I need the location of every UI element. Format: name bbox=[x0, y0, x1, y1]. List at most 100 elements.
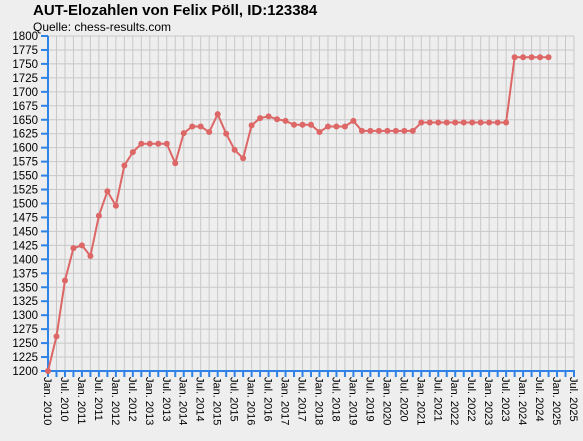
data-point bbox=[503, 119, 510, 126]
x-tick-label: Jul. 2017 bbox=[296, 377, 308, 422]
data-point bbox=[392, 127, 399, 134]
data-point bbox=[180, 130, 187, 137]
x-tick-label: Jul. 2012 bbox=[126, 377, 138, 422]
x-tick-label: Jul. 2023 bbox=[499, 377, 511, 422]
y-tick-label: 1250 bbox=[12, 338, 38, 350]
data-point bbox=[520, 54, 527, 61]
x-tick-label: Jan. 2024 bbox=[516, 377, 528, 425]
data-point bbox=[189, 123, 196, 130]
data-point bbox=[358, 127, 365, 134]
y-axis-tick-labels: 1200 1225 1250 1275 1300 1325 1350 1375 1400 1425… bbox=[12, 31, 38, 378]
data-point bbox=[53, 333, 60, 340]
x-tick-label: Jul. 2020 bbox=[397, 377, 409, 422]
x-tick-label: Jul. 2014 bbox=[194, 377, 206, 422]
y-tick-label: 1350 bbox=[12, 282, 38, 294]
data-point bbox=[206, 129, 213, 136]
x-tick-label: Jan. 2016 bbox=[245, 377, 257, 425]
x-tick-label: Jul. 2015 bbox=[228, 377, 240, 422]
data-point bbox=[112, 202, 119, 209]
data-point bbox=[341, 123, 348, 130]
data-point bbox=[426, 119, 433, 126]
data-point bbox=[146, 140, 153, 147]
y-tick-label: 1200 bbox=[12, 366, 38, 378]
data-point bbox=[155, 140, 162, 147]
x-tick-label: Jul. 2019 bbox=[363, 377, 375, 422]
x-tick-label: Jul. 2011 bbox=[92, 377, 104, 421]
data-point bbox=[375, 127, 382, 134]
data-point bbox=[240, 155, 247, 162]
data-point bbox=[494, 119, 501, 126]
data-point bbox=[545, 54, 552, 61]
data-point bbox=[231, 146, 238, 153]
data-point bbox=[282, 117, 289, 124]
x-tick-label: Jan. 2018 bbox=[312, 377, 324, 425]
data-point bbox=[299, 121, 306, 128]
data-points bbox=[45, 54, 552, 374]
y-tick-label: 1300 bbox=[12, 310, 38, 322]
data-point bbox=[435, 119, 442, 126]
x-tick-label: Jul. 2022 bbox=[465, 377, 477, 422]
data-point bbox=[469, 119, 476, 126]
y-tick-label: 1400 bbox=[12, 254, 38, 266]
data-point bbox=[78, 242, 85, 249]
series-line bbox=[47, 56, 549, 372]
x-tick-label: Jul. 2025 bbox=[567, 377, 579, 422]
y-tick-label: 1625 bbox=[12, 129, 38, 141]
data-point bbox=[418, 119, 425, 126]
data-point bbox=[265, 113, 272, 120]
x-tick-label: Jan. 2021 bbox=[414, 377, 426, 425]
data-point bbox=[70, 245, 77, 252]
y-tick-label: 1375 bbox=[12, 268, 38, 280]
data-point bbox=[61, 277, 68, 284]
y-tick-label: 1775 bbox=[12, 45, 38, 57]
x-tick-label: Jan. 2020 bbox=[380, 377, 392, 425]
data-point bbox=[401, 127, 408, 134]
data-point bbox=[197, 123, 204, 130]
x-tick-label: Jan. 2019 bbox=[346, 377, 358, 425]
y-tick-label: 1700 bbox=[12, 87, 38, 99]
data-point bbox=[316, 129, 323, 136]
data-point bbox=[486, 119, 493, 126]
x-tick-label: Jan. 2017 bbox=[279, 377, 291, 425]
y-tick-label: 1450 bbox=[12, 226, 38, 238]
x-tick-label: Jan. 2014 bbox=[177, 377, 189, 425]
data-point bbox=[163, 140, 170, 147]
y-tick-label: 1675 bbox=[12, 101, 38, 113]
data-point bbox=[223, 130, 230, 137]
y-tick-label: 1500 bbox=[12, 199, 38, 211]
data-point bbox=[452, 119, 459, 126]
x-tick-label: Jul. 2021 bbox=[431, 377, 443, 422]
data-point bbox=[95, 212, 102, 219]
data-point bbox=[129, 149, 136, 156]
y-tick-label: 1600 bbox=[12, 143, 38, 155]
y-tick-label: 1475 bbox=[12, 212, 38, 224]
data-point bbox=[308, 121, 314, 128]
x-tick-label: Jul. 2018 bbox=[329, 377, 341, 422]
data-point bbox=[104, 188, 111, 195]
data-point bbox=[350, 117, 357, 124]
y-tick-label: 1750 bbox=[12, 59, 38, 71]
x-tick-label: Jul. 2010 bbox=[58, 377, 70, 422]
x-axis-tick-labels: Jan. 2010 Jul. 2010 Jan. 2011 Jul. 2011 Jan.… bbox=[41, 377, 579, 425]
data-point bbox=[384, 127, 391, 134]
y-tick-label: 1525 bbox=[12, 185, 38, 197]
x-tick-label: Jan. 2010 bbox=[41, 377, 53, 425]
data-point bbox=[409, 127, 416, 134]
data-point bbox=[257, 115, 264, 122]
data-point bbox=[460, 119, 467, 126]
x-tick-label: Jan. 2022 bbox=[448, 377, 460, 425]
data-point bbox=[274, 116, 281, 123]
data-point bbox=[248, 122, 255, 129]
data-point bbox=[291, 121, 298, 128]
y-tick-label: 1275 bbox=[12, 324, 38, 336]
x-tick-label: Jan. 2011 bbox=[75, 377, 87, 425]
data-point bbox=[443, 119, 450, 126]
chart-subtitle: Quelle: chess-results.com bbox=[33, 20, 172, 34]
grid-lines bbox=[47, 35, 575, 372]
axes bbox=[41, 35, 575, 377]
y-tick-label: 1575 bbox=[12, 157, 38, 169]
chart-title: AUT-Elozahlen von Felix Pöll, ID:123384 bbox=[33, 2, 318, 19]
data-point bbox=[87, 252, 94, 259]
x-tick-label: Jul. 2013 bbox=[160, 377, 172, 422]
data-point bbox=[333, 123, 340, 130]
